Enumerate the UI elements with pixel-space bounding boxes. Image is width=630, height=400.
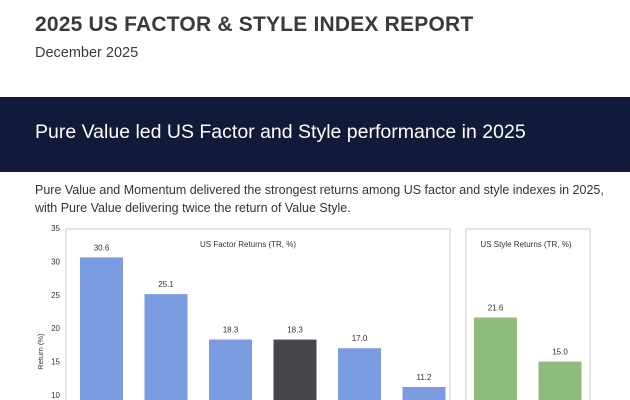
factor-bar — [144, 294, 188, 400]
style-bar — [474, 317, 517, 400]
summary-line-2: with Pure Value delivering twice the ret… — [35, 201, 351, 215]
factor-bar-label: 25.1 — [158, 280, 174, 289]
y-tick-label: 35 — [51, 224, 60, 233]
factor-bar-label: 30.6 — [94, 243, 110, 252]
factor-panel — [65, 228, 451, 400]
y-tick-label: 20 — [51, 324, 60, 333]
summary-line-1: Pure Value and Momentum delivered the st… — [35, 183, 604, 197]
returns-chart: US Factor Returns (TR, %) US Style Return… — [36, 224, 591, 400]
factor-bar — [402, 386, 446, 400]
factor-bar-label: 18.3 — [223, 326, 239, 335]
returns-chart-area: US Factor Returns (TR, %) US Style Return… — [0, 218, 630, 400]
y-tick-label: 30 — [51, 257, 60, 266]
factor-bar-label: 18.3 — [287, 326, 303, 335]
factor-bar-label: 17.0 — [352, 334, 368, 343]
factor-bar — [209, 339, 252, 400]
style-bar-label: 21.6 — [488, 304, 504, 313]
headline-title: Pure Value led US Factor and Style perfo… — [35, 121, 526, 143]
headline-banner: Pure Value led US Factor and Style perfo… — [0, 97, 630, 172]
factor-bar — [338, 348, 381, 400]
report-title: 2025 US FACTOR & STYLE INDEX REPORT — [35, 13, 474, 36]
y-axis-title: Return (%) — [36, 333, 45, 370]
y-tick-label: 10 — [51, 391, 60, 400]
y-tick-label: 15 — [51, 358, 60, 367]
factor-panel-title: US Factor Returns (TR, %) — [200, 240, 296, 249]
report-date: December 2025 — [35, 45, 139, 61]
factor-bar-label: 11.2 — [417, 373, 433, 382]
factor-bar — [80, 257, 123, 400]
y-tick-label: 25 — [51, 291, 60, 300]
style-bar — [538, 361, 582, 400]
style-panel-title: US Style Returns (TR, %) — [480, 240, 571, 249]
factor-bar — [273, 339, 317, 400]
style-bar-label: 15.0 — [552, 348, 568, 357]
